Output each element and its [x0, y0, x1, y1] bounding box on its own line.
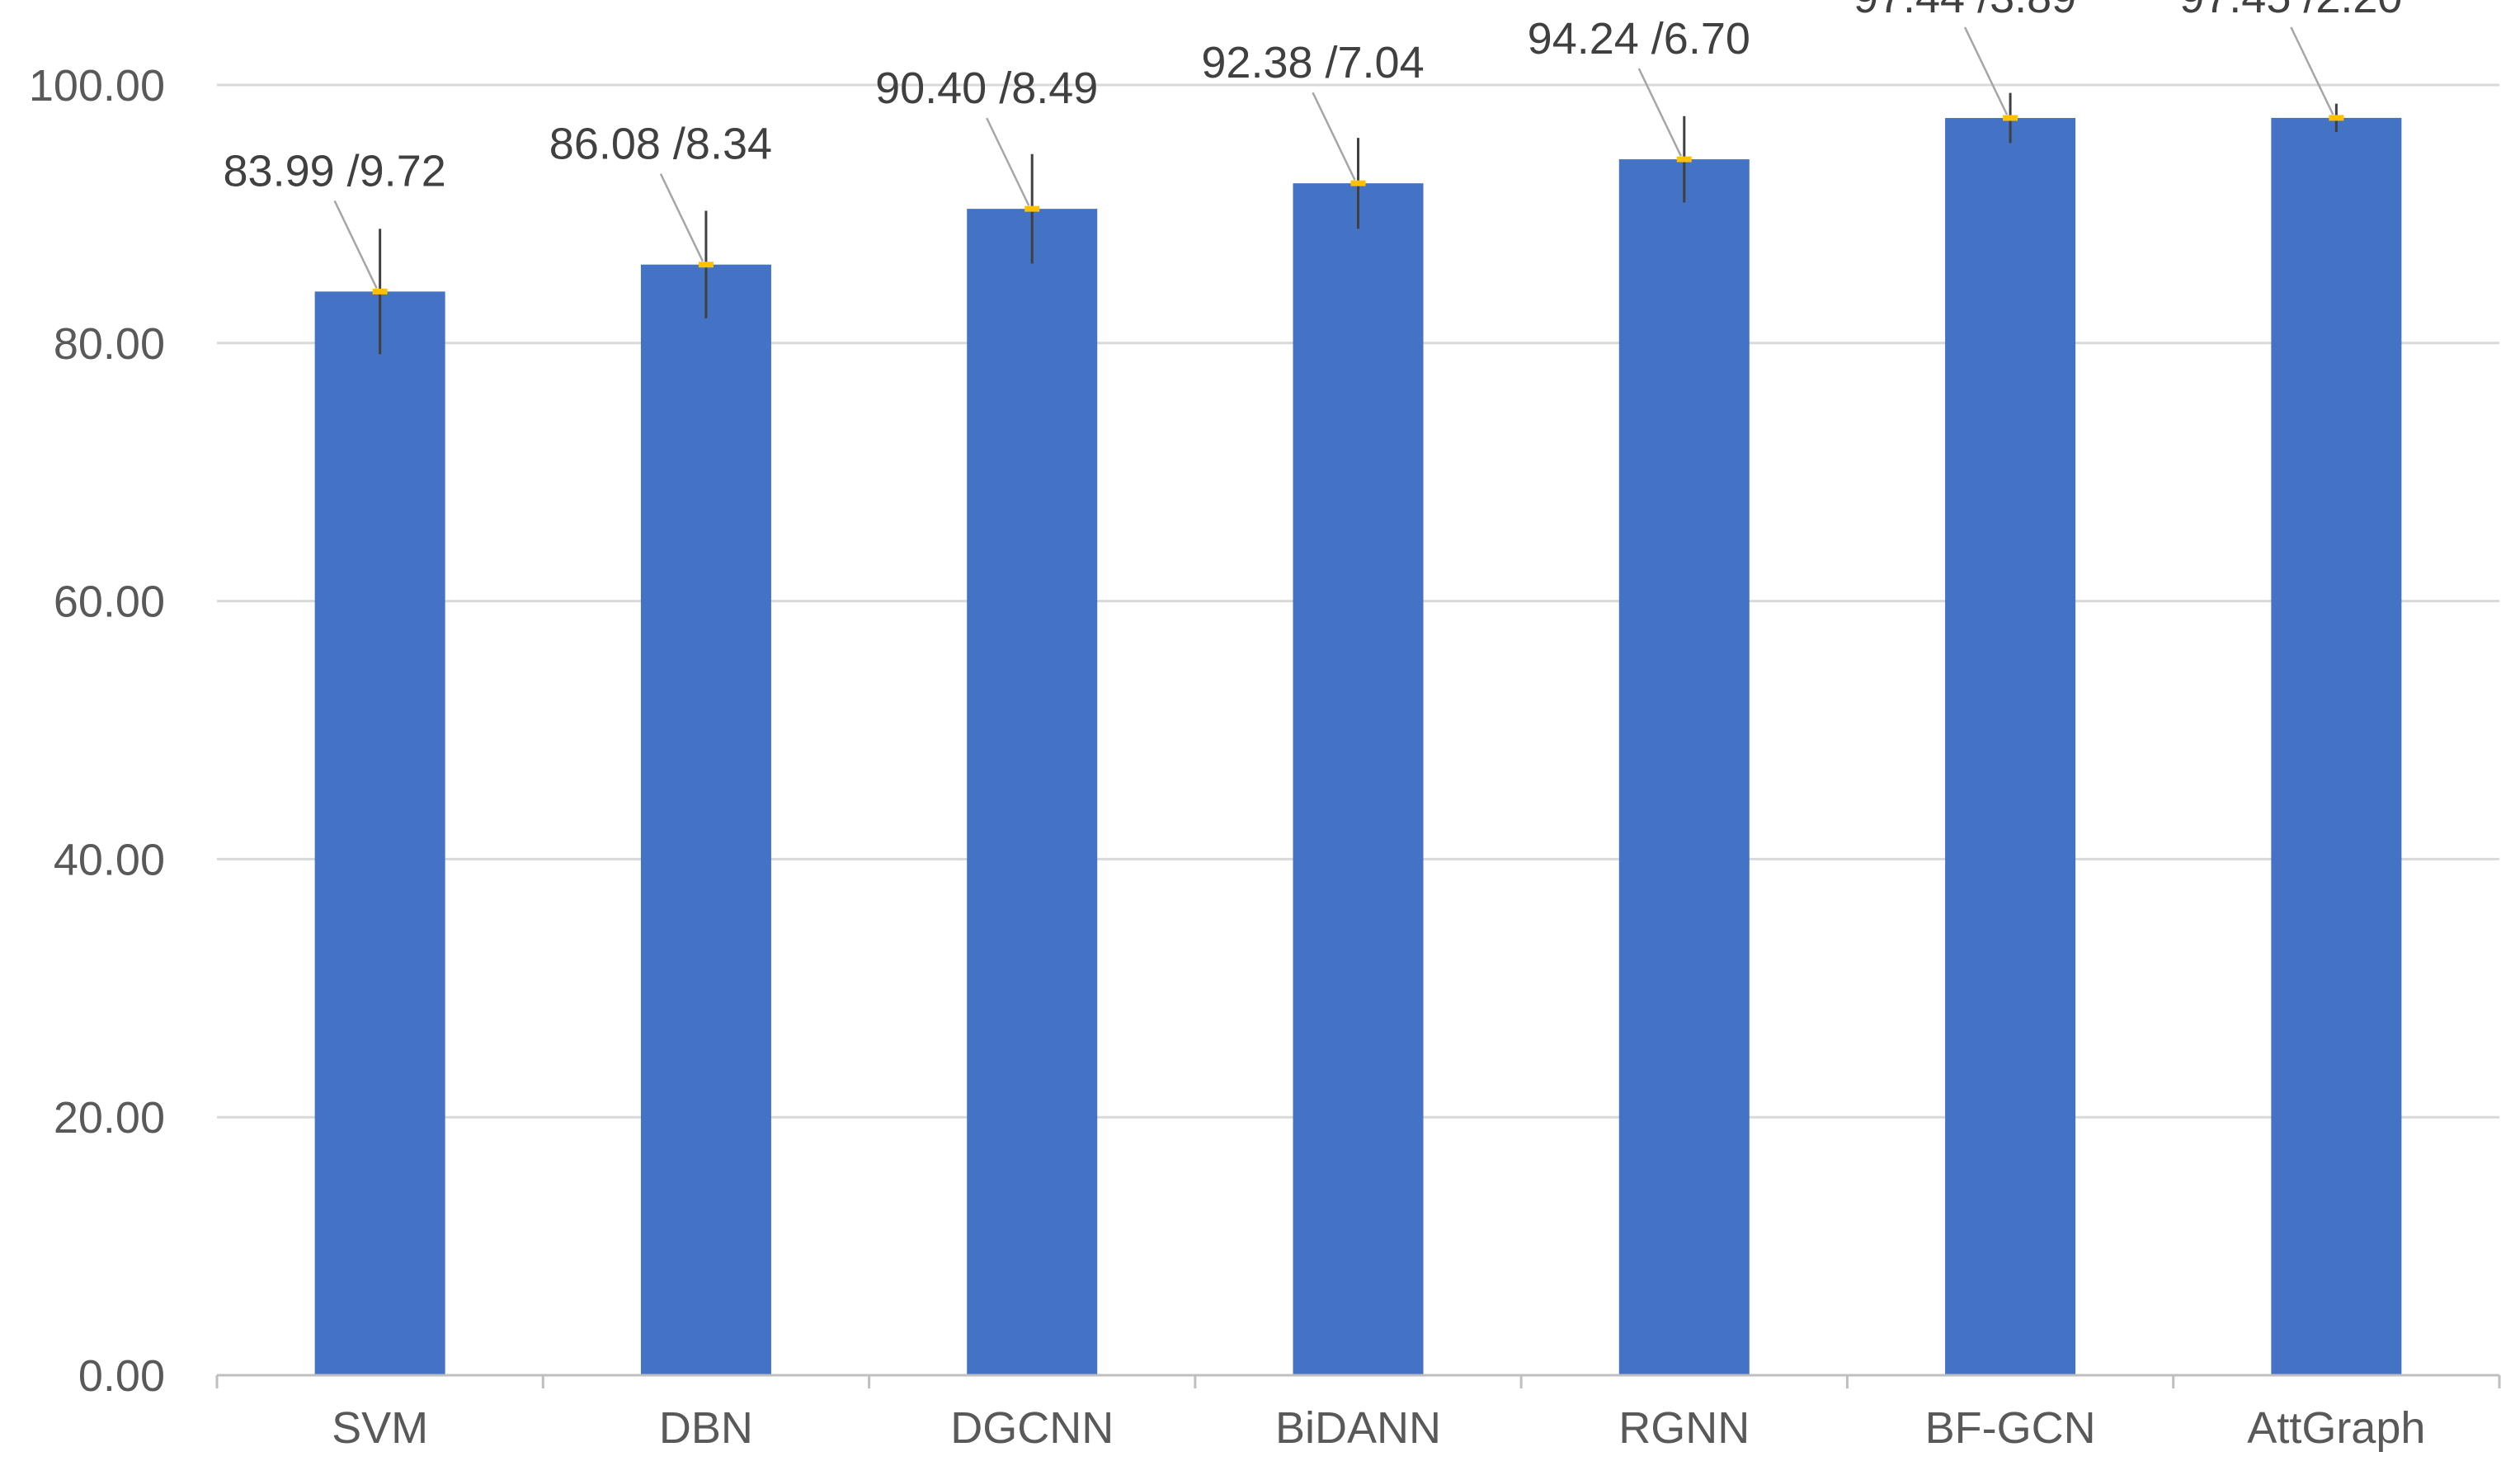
bar: [1293, 183, 1424, 1376]
y-tick-label: 20.00: [54, 1093, 165, 1143]
data-label: 92.38 /7.04: [1201, 38, 1424, 87]
leader-line: [1637, 68, 1682, 157]
bar: [314, 291, 445, 1376]
leader-line: [659, 173, 704, 262]
data-label: 97.44 /3.89: [1853, 0, 2076, 22]
bar: [967, 209, 1098, 1375]
y-tick-label: 0.00: [78, 1351, 165, 1401]
x-tick-label: BiDANN: [1275, 1403, 1441, 1453]
bar: [2271, 117, 2402, 1376]
bar: [1945, 118, 2076, 1375]
leader-line: [1312, 92, 1356, 181]
leader-line: [333, 200, 378, 289]
y-tick-label: 100.00: [29, 61, 165, 111]
x-axis: SVM DBN DGCNN BiDANN RGNN BF-GCN AttGraph: [215, 1374, 2501, 1453]
bars: [314, 92, 2402, 1376]
x-tick-label: SVM: [332, 1403, 428, 1453]
data-label: 97.45 /2.20: [2179, 0, 2402, 22]
leader-line: [2290, 26, 2334, 115]
data-label: 83.99 /9.72: [224, 146, 446, 196]
x-tick-label: AttGraph: [2247, 1403, 2425, 1453]
y-tick-label: 60.00: [54, 577, 165, 627]
bar: [1618, 159, 1750, 1375]
data-label: 86.08 /8.34: [549, 120, 772, 169]
data-label: 94.24 /6.70: [1528, 14, 1750, 64]
x-tick-label: RGNN: [1618, 1403, 1750, 1453]
y-tick-label: 40.00: [54, 835, 165, 884]
x-tick-label: DBN: [659, 1403, 753, 1453]
data-labels: 83.99 /9.72 86.08 /8.34 90.40 /8.49 92.38 /…: [224, 0, 2402, 289]
y-tick-label: 80.00: [54, 319, 165, 369]
bar: [640, 264, 771, 1376]
leader-line: [986, 117, 1030, 206]
x-tick-label: BF-GCN: [1925, 1403, 2096, 1453]
y-axis: 0.00 20.00 40.00 60.00 80.00 100.00: [29, 61, 165, 1401]
leader-line: [1963, 26, 2009, 115]
data-label: 90.40 /8.49: [875, 64, 1098, 113]
x-tick-label: DGCNN: [950, 1403, 1114, 1453]
